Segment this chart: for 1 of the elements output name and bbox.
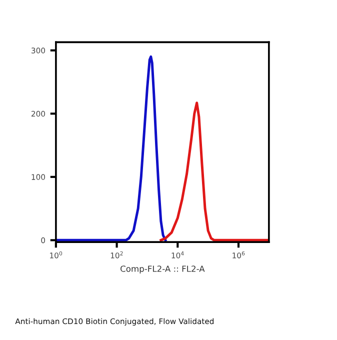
x-axis-title: Comp-FL2-A :: FL2-A — [120, 266, 205, 274]
